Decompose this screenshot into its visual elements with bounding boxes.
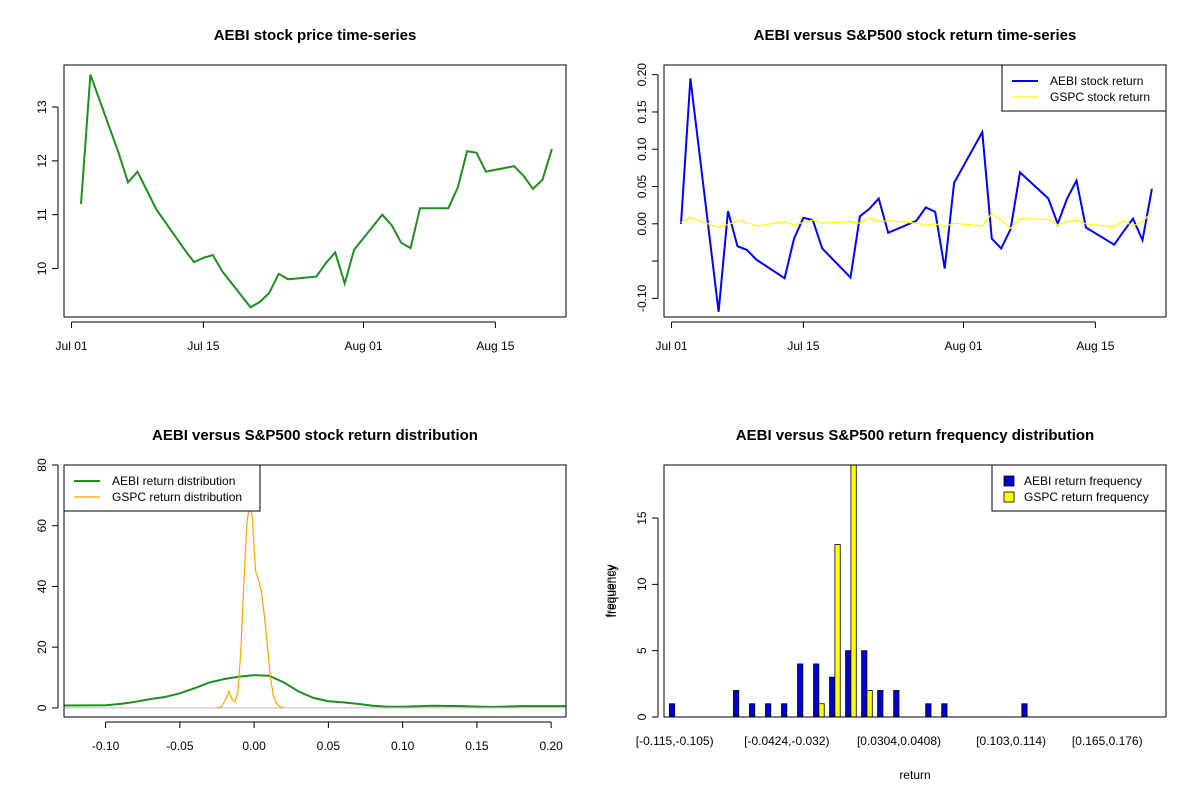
plot-frame bbox=[63, 464, 567, 718]
plot-frame bbox=[63, 64, 567, 318]
y-tick-label: 10 bbox=[635, 577, 649, 591]
bar-aebi-return-frequency bbox=[877, 690, 884, 718]
bar-gspc-return-frequency bbox=[850, 464, 857, 718]
x-tick-label: -0.05 bbox=[166, 739, 194, 753]
y-axis-label: frequency bbox=[605, 565, 619, 618]
y-tick-label: 10 bbox=[35, 262, 49, 276]
y-tick-label: 80 bbox=[35, 458, 49, 472]
x-tick-label: 0.00 bbox=[242, 739, 266, 753]
bar-gspc-return-frequency bbox=[834, 544, 841, 718]
y-tick-label: 0.05 bbox=[635, 175, 649, 199]
x-tick-label: 0.20 bbox=[539, 739, 563, 753]
legend-swatch bbox=[1003, 475, 1015, 487]
bar-aebi-return-frequency bbox=[941, 703, 948, 718]
chart-3: AEBI versus S&P500 stock return distribu… bbox=[35, 427, 567, 753]
y-tick-label: 11 bbox=[35, 208, 49, 221]
legend-swatch bbox=[1003, 491, 1015, 503]
y-tick-label: 13 bbox=[35, 100, 49, 114]
x-tick-label: [-0.0424,-0.032) bbox=[744, 734, 829, 748]
bar-gspc-return-frequency bbox=[866, 690, 873, 718]
bar-aebi-return-frequency bbox=[797, 663, 804, 718]
bar-aebi-return-frequency bbox=[845, 650, 852, 718]
y-tick-label: 0.10 bbox=[635, 137, 649, 161]
x-tick-label: 0.05 bbox=[317, 739, 341, 753]
legend-label: AEBI return frequency bbox=[1024, 474, 1142, 488]
x-tick-label: Jul 15 bbox=[787, 339, 819, 353]
x-tick-label: Aug 01 bbox=[344, 339, 382, 353]
x-tick-label: 0.15 bbox=[465, 739, 489, 753]
y-tick-label: 0 bbox=[635, 713, 649, 720]
y-tick-label: 0.20 bbox=[635, 63, 649, 87]
x-tick-label: [-0.115,-0.105) bbox=[636, 734, 714, 748]
bar-aebi-return-frequency bbox=[765, 703, 772, 718]
y-tick-label: 12 bbox=[35, 154, 49, 168]
plot-frame bbox=[663, 64, 1167, 318]
series-line-aebi-stock-price bbox=[80, 74, 553, 309]
y-axis-label: frequency bbox=[603, 565, 617, 618]
chart-title: AEBI versus S&P500 return frequency dist… bbox=[736, 427, 1094, 444]
y-tick-label: 5 bbox=[635, 647, 649, 654]
chart-title: AEBI versus S&P500 stock return time-ser… bbox=[754, 27, 1077, 44]
bar-aebi-return-frequency bbox=[861, 650, 868, 718]
x-tick-label: -0.10 bbox=[92, 739, 120, 753]
series-line-aebi-stock-return bbox=[680, 78, 1153, 312]
bar-aebi-return-frequency bbox=[668, 703, 676, 718]
bar-aebi-return-frequency bbox=[829, 676, 836, 718]
chart-title: AEBI stock price time-series bbox=[214, 27, 417, 44]
x-tick-label: Jul 01 bbox=[656, 339, 688, 353]
x-tick-label: [0.0304,0.0408) bbox=[857, 734, 941, 748]
y-tick-label: 15 bbox=[635, 511, 649, 525]
legend-label: GSPC return frequency bbox=[1024, 490, 1149, 504]
y-tick-label: 40 bbox=[35, 579, 49, 593]
bar-aebi-return-frequency bbox=[925, 703, 932, 718]
bar-aebi-return-frequency bbox=[893, 690, 900, 718]
bar-aebi-return-frequency bbox=[813, 663, 820, 718]
legend-label: GSPC stock return bbox=[1050, 90, 1150, 104]
chart-1: AEBI stock price time-series 10 11 12 13 Jul … bbox=[35, 27, 567, 353]
y-tick-label: 60 bbox=[35, 519, 49, 533]
chart-4: AEBI versus S&P500 return frequency dist… bbox=[603, 427, 1167, 782]
plot-frame bbox=[663, 464, 1167, 718]
legend-label: GSPC return distribution bbox=[112, 490, 242, 504]
legend-box bbox=[991, 464, 1167, 512]
legend-box bbox=[1001, 64, 1167, 112]
x-tick-label: Jul 01 bbox=[56, 339, 88, 353]
y-tick-label: 0.00 bbox=[635, 212, 649, 236]
legend-box bbox=[63, 464, 261, 512]
bar-gspc-return-frequency bbox=[818, 703, 825, 718]
y-tick-label: 0 bbox=[35, 704, 49, 711]
bar-aebi-return-frequency bbox=[749, 703, 756, 718]
x-tick-label: Aug 15 bbox=[1076, 339, 1114, 353]
x-tick-label: [0.103,0.114) bbox=[976, 734, 1046, 748]
bar-aebi-return-frequency bbox=[781, 703, 788, 718]
legend: AEBI return frequency GSPC return frequen… bbox=[991, 464, 1167, 512]
chart-2: AEBI versus S&P500 stock return time-ser… bbox=[635, 27, 1167, 353]
series-line-gspc-stock-return bbox=[680, 211, 1153, 230]
series-line-gspc-return-distribution bbox=[215, 501, 286, 709]
x-tick-label: Jul 15 bbox=[187, 339, 219, 353]
series-line-aebi-return-distribution bbox=[64, 674, 566, 709]
x-tick-label: [0.165,0.176) bbox=[1072, 734, 1143, 748]
y-tick-label: 20 bbox=[35, 640, 49, 654]
x-tick-label: Aug 01 bbox=[944, 339, 982, 353]
bar-aebi-return-frequency bbox=[1021, 703, 1028, 718]
legend: AEBI return distribution GSPC return dist… bbox=[63, 464, 261, 512]
legend-label: AEBI return distribution bbox=[112, 474, 235, 488]
x-tick-label: 0.10 bbox=[391, 739, 415, 753]
y-tick-label: 0.15 bbox=[635, 100, 649, 124]
chart-title: AEBI versus S&P500 stock return distribu… bbox=[152, 427, 478, 444]
y-tick-label: -0.10 bbox=[635, 284, 649, 312]
legend-label: AEBI stock return bbox=[1050, 74, 1143, 88]
x-tick-label: Aug 15 bbox=[476, 339, 514, 353]
x-axis-label: return bbox=[899, 768, 930, 782]
legend: AEBI stock return GSPC stock return bbox=[1001, 64, 1167, 112]
bar-aebi-return-frequency bbox=[733, 690, 740, 718]
